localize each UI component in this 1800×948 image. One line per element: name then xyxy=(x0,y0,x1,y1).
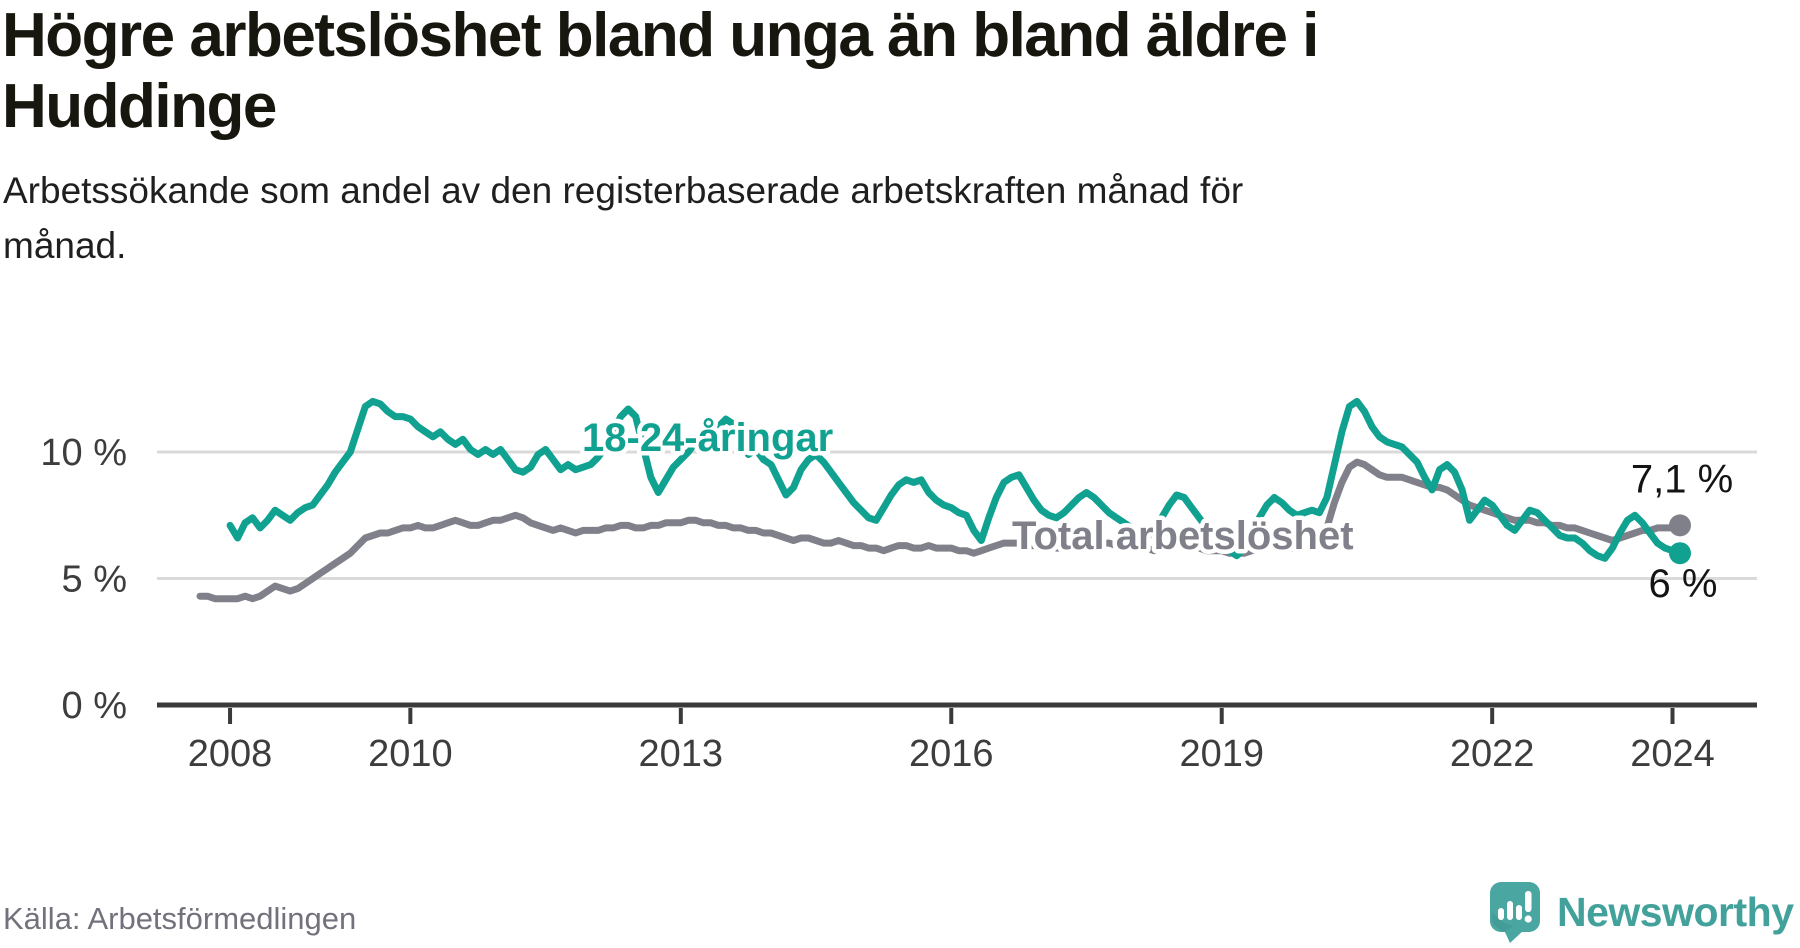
page-title: Högre arbetslöshet bland unga än bland ä… xyxy=(2,0,1642,142)
subtitle-line-2: månad. xyxy=(3,225,127,266)
y-tick-label-5-percent: 5 % xyxy=(62,559,127,601)
x-tick-label-2022: 2022 xyxy=(1450,733,1535,775)
subtitle-line-1: Arbetssökande som andel av den registerb… xyxy=(3,170,1244,211)
end-dot-18-24-ringar xyxy=(1669,542,1691,565)
series-label-total-arbetsl-shet: Total arbetslöshet xyxy=(1012,514,1354,558)
bar-chart-bar-medium xyxy=(1516,905,1522,920)
y-tick-label-10-percent: 10 % xyxy=(40,432,127,474)
speech-bubble-shadow xyxy=(1492,912,1514,932)
end-dot-total-arbetsl-shet xyxy=(1669,514,1691,537)
speech-bubble-tail xyxy=(1504,930,1524,943)
x-tick-label-2010: 2010 xyxy=(368,733,453,775)
x-tick-label-2016: 2016 xyxy=(909,733,994,775)
x-tick-label-2024: 2024 xyxy=(1630,733,1715,775)
source-caption: Källa: Arbetsförmedlingen xyxy=(3,901,357,936)
x-tick-label-2019: 2019 xyxy=(1179,733,1264,775)
chart-line-18-24-ringar xyxy=(226,397,1684,562)
exclamation-bar xyxy=(1525,891,1532,912)
brand-name: Newsworthy xyxy=(1557,889,1794,935)
exclamation-dot xyxy=(1524,915,1532,923)
y-tick-label-0-percent: 0 % xyxy=(62,685,127,727)
series-label-18-24-ringar: 18-24-åringar xyxy=(582,416,833,460)
x-tick-label-2013: 2013 xyxy=(639,733,724,775)
end-value-label-total-arbetsl-shet: 7,1 % xyxy=(1631,457,1733,501)
bar-chart-bar-small xyxy=(1498,908,1504,920)
bar-chart-bar-tall xyxy=(1507,901,1513,920)
title-line-1: Högre arbetslöshet bland unga än bland ä… xyxy=(2,1,1319,70)
title-line-2: Huddinge xyxy=(2,72,277,141)
chart-subtitle: Arbetssökande som andel av den registerb… xyxy=(3,163,1503,273)
newsworthy-speech-bubble-chart-icon xyxy=(1490,882,1540,943)
newsworthy-brand: Newsworthy xyxy=(1490,882,1794,944)
x-tick-label-2008: 2008 xyxy=(188,733,273,775)
end-value-label-18-24-ringar: 6 % xyxy=(1649,562,1718,606)
